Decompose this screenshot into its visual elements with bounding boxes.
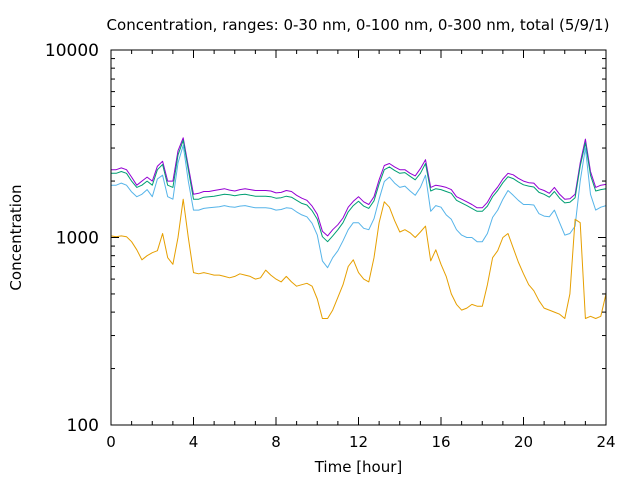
x-axis-label: Time [hour] [314, 458, 403, 476]
x-tick-label: 8 [271, 433, 281, 451]
plot-frame [110, 49, 607, 426]
series-line-1 [111, 137, 607, 237]
y-axis-label: Concentration [7, 184, 25, 290]
x-tick-label: 24 [596, 433, 615, 451]
x-tick-label: 4 [189, 433, 199, 451]
y-tick-label: 100 [67, 416, 99, 436]
y-tick-label: 10000 [45, 41, 99, 61]
x-tick-label: 16 [431, 433, 450, 451]
x-tick-label: 0 [106, 433, 116, 451]
ticks-layer: 0 4 8 12 16 20 24 100 1000 10000 [45, 41, 616, 451]
x-tick-label: 20 [514, 433, 533, 451]
series-line-4 [110, 198, 607, 319]
y-tick-label: 1000 [56, 229, 99, 249]
series-line-2 [111, 139, 607, 243]
x-tick-label: 12 [349, 433, 368, 451]
chart-title: Concentration, ranges: 0-30 nm, 0-100 nm… [107, 16, 610, 34]
series-layer [110, 137, 607, 319]
series-line-3 [111, 144, 607, 269]
